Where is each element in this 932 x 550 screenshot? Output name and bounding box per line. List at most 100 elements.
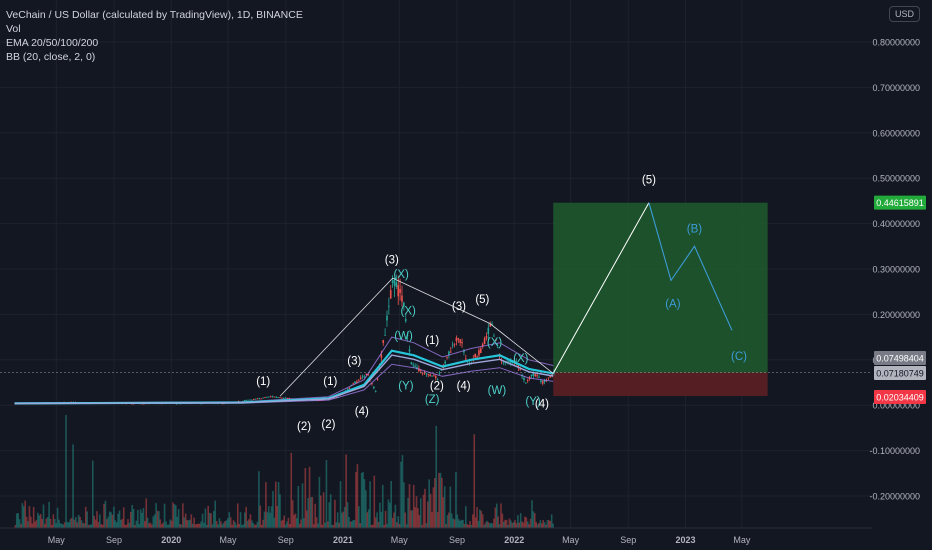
wave-label: (Y) (525, 396, 541, 408)
price-badge-target (874, 195, 926, 210)
candle-body (367, 374, 370, 375)
volume-bar (289, 523, 291, 528)
volume-bar (462, 519, 464, 528)
volume-bar (14, 524, 17, 528)
candle-body (496, 347, 499, 348)
volume-bar (425, 523, 428, 528)
volume-bar (320, 495, 322, 528)
candle-body (346, 388, 349, 390)
volume-bar (221, 524, 224, 528)
volume-bar (165, 521, 167, 528)
volume-bar (17, 512, 19, 528)
volume-bar (438, 472, 440, 528)
volume-bar (32, 506, 35, 528)
price-tick-label: 0.70000000 (872, 83, 920, 93)
volume-bar (467, 524, 470, 528)
candle-body (277, 397, 279, 398)
volume-bar (296, 518, 298, 528)
volume-bar (431, 511, 433, 528)
candle-body (200, 403, 202, 405)
volume-bar (533, 513, 536, 528)
volume-bar (417, 508, 419, 528)
volume-bar (443, 486, 446, 528)
volume-bar (265, 482, 267, 528)
volume-bar (146, 517, 149, 528)
volume-bar (214, 500, 217, 528)
volume-bar (110, 512, 112, 528)
volume-bar (394, 504, 397, 528)
volume-bar (297, 485, 300, 528)
candle-body (286, 397, 289, 399)
volume-bar (258, 471, 260, 528)
indicator-vol[interactable]: Vol (6, 23, 21, 35)
volume-bar (172, 502, 174, 528)
symbol-title[interactable]: VeChain / US Dollar (calculated by Tradi… (6, 9, 303, 21)
candle-body (444, 361, 446, 364)
indicator-ema[interactable]: EMA 20/50/100/200 (6, 37, 99, 49)
volume-bar (124, 524, 126, 528)
volume-bar (217, 524, 219, 528)
volume-bar (242, 524, 245, 528)
volume-bar (341, 512, 343, 528)
volume-bar (158, 511, 160, 528)
volume-bar (473, 434, 476, 528)
candle-body (519, 369, 522, 370)
wave-label: (X) (487, 337, 503, 349)
volume-bar (73, 519, 76, 528)
volume-bar (305, 510, 308, 528)
candle-body (427, 373, 430, 375)
volume-bar (200, 521, 202, 528)
volume-bar (448, 512, 450, 528)
volume-bar (363, 479, 366, 528)
volume-bar (82, 522, 84, 528)
volume-bar (421, 524, 423, 528)
volume-bar (284, 524, 287, 528)
candle-body (517, 364, 520, 368)
volume-bar (24, 500, 26, 528)
volume-bar (53, 518, 56, 528)
volume-bar (469, 521, 471, 528)
wave-label: (C) (731, 351, 747, 363)
volume-bar (101, 524, 104, 528)
volume-bar (75, 516, 77, 528)
volume-bar (224, 521, 226, 528)
candle-body (380, 354, 383, 358)
time-tick-label: 2021 (333, 535, 353, 545)
time-tick-label: Sep (278, 535, 294, 545)
volume-bar (463, 523, 466, 528)
candle-body (399, 288, 401, 293)
volume-bar (539, 520, 542, 528)
volume-bar (169, 519, 171, 528)
candle-body (269, 396, 272, 398)
candle-body (451, 344, 454, 346)
volume-bar (20, 523, 22, 528)
volume-bar (359, 523, 362, 528)
chart-legend: VeChain / US Dollar (calculated by Tradi… (6, 8, 303, 64)
indicator-bb[interactable]: BB (20, close, 2, 0) (6, 51, 96, 63)
currency-button[interactable]: USD (888, 6, 920, 22)
volume-bar (381, 484, 384, 528)
volume-bar (93, 515, 95, 528)
volume-bar (322, 492, 325, 528)
volume-bar (232, 520, 235, 528)
volume-bar (208, 512, 211, 528)
volume-bar (135, 520, 138, 528)
volume-bar (486, 520, 488, 528)
volume-bar (380, 511, 383, 528)
candle-body (523, 377, 525, 381)
volume-bar (434, 478, 436, 528)
volume-bar (231, 524, 233, 528)
candle-body (352, 383, 354, 385)
volume-bar (44, 524, 46, 528)
volume-bar (80, 520, 83, 528)
volume-bar (474, 517, 477, 528)
volume-bar (512, 522, 515, 528)
candle-body (547, 377, 550, 379)
candle-body (256, 398, 259, 400)
volume-bar (267, 506, 270, 528)
candle-body (508, 361, 510, 363)
volume-bar (108, 511, 111, 528)
volume-bar (117, 513, 119, 528)
volume-bar (246, 520, 249, 528)
